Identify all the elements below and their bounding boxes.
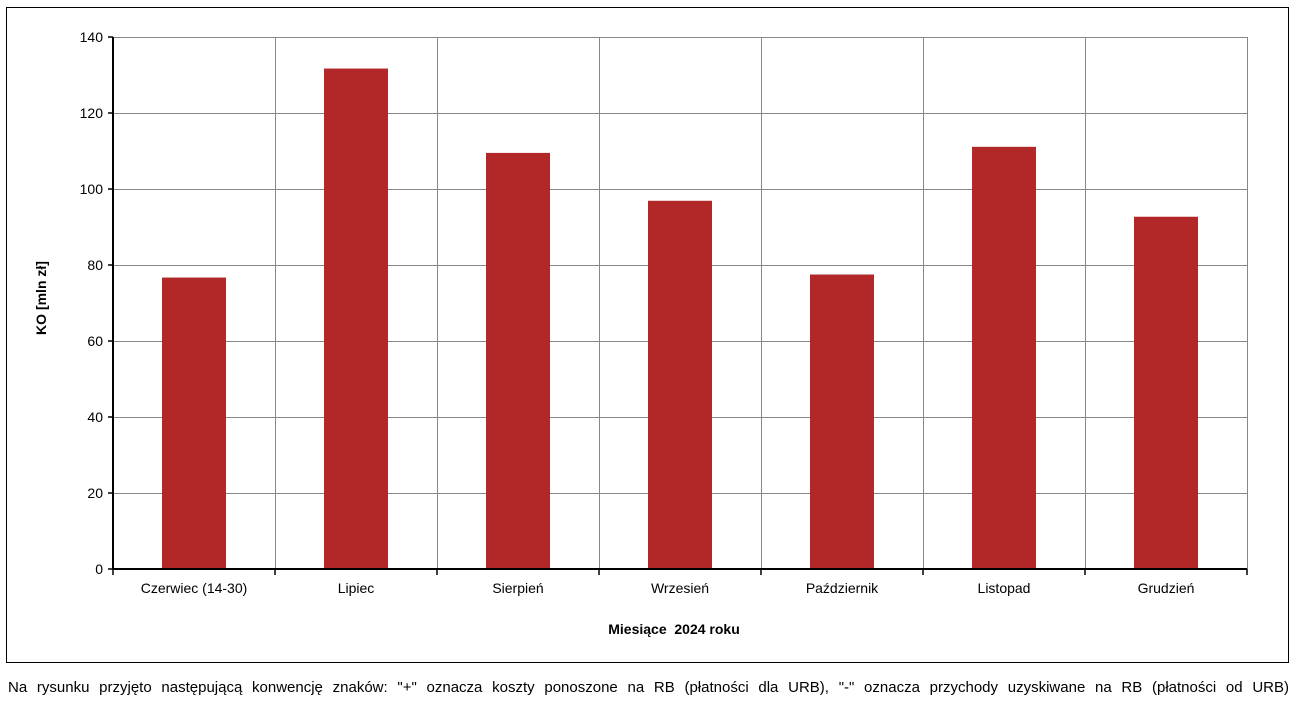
bar: [162, 277, 226, 569]
bar: [648, 200, 712, 569]
x-tick-label: Październik: [806, 580, 879, 596]
y-tick-label: 80: [87, 257, 103, 273]
y-tick-label: 140: [80, 29, 104, 45]
bar: [810, 274, 874, 569]
y-tick-label: 60: [87, 333, 103, 349]
bar: [1134, 216, 1198, 570]
y-axis-label: KO [mln zł]: [33, 261, 49, 335]
y-tick-label: 20: [87, 485, 103, 501]
footnote: Na rysunku przyjęto następującą konwencj…: [8, 679, 1289, 696]
x-tick-label: Wrzesień: [651, 580, 709, 596]
axes: [108, 36, 1248, 575]
bar: [972, 146, 1036, 569]
y-tick-label: 120: [80, 105, 104, 121]
x-tick-label: Sierpień: [492, 580, 543, 596]
bars: [162, 68, 1198, 570]
x-tick-label: Lipiec: [338, 580, 375, 596]
gridlines: [113, 37, 1248, 569]
bar: [324, 68, 388, 569]
y-tick-label: 0: [95, 561, 103, 577]
y-tick-label: 100: [80, 181, 104, 197]
y-tick-labels: 0 20 40 60 80 100 120 140: [80, 29, 104, 577]
x-tick-label: Czerwiec (14-30): [141, 580, 248, 596]
x-tick-labels: Czerwiec (14-30) Lipiec Sierpień Wrzesień Pa…: [141, 580, 1195, 596]
y-tick-label: 40: [87, 409, 103, 425]
x-tick-label: Grudzień: [1138, 580, 1195, 596]
bar: [486, 152, 550, 569]
x-tick-label: Listopad: [978, 580, 1031, 596]
bar-chart: 0 20 40 60 80 100 120 140 Czerwiec (14-30) Lipie…: [33, 29, 1248, 637]
chart-frame: [6, 7, 1289, 663]
x-axis-label: Miesiące 2024 roku: [608, 621, 740, 637]
